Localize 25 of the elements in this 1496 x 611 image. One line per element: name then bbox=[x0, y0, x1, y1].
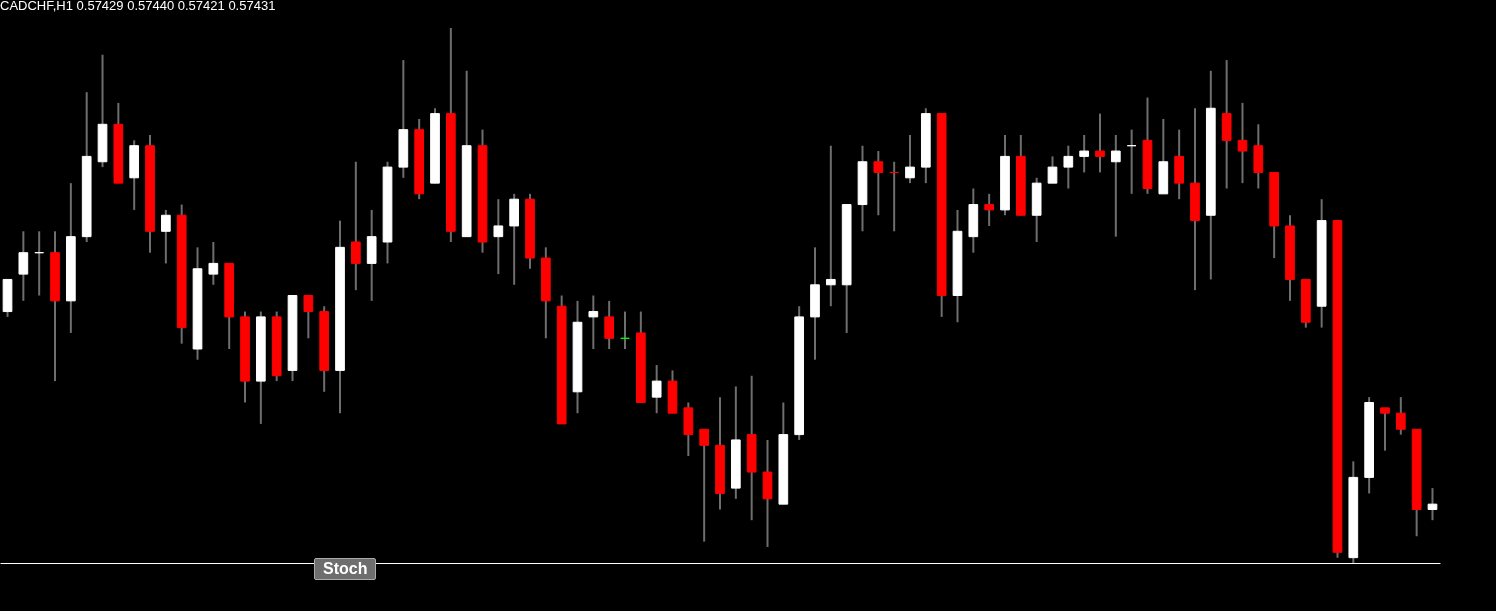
candlestick bbox=[350, 160, 361, 292]
candlestick bbox=[651, 364, 662, 415]
candlestick bbox=[604, 299, 615, 350]
candlestick bbox=[1237, 101, 1248, 185]
candlestick bbox=[588, 294, 599, 350]
candlestick bbox=[1380, 406, 1390, 452]
candlestick bbox=[825, 144, 836, 308]
candlestick bbox=[208, 241, 219, 286]
candlestick bbox=[1047, 155, 1058, 185]
candlestick bbox=[493, 198, 504, 276]
candlestick bbox=[905, 134, 915, 185]
candlestick bbox=[873, 150, 884, 217]
candlestick bbox=[303, 294, 314, 340]
candlestick bbox=[1110, 134, 1121, 238]
chart-title: CADCHF,H1 0.57429 0.57440 0.57421 0.57431 bbox=[0, 0, 276, 13]
candlestick bbox=[18, 230, 29, 302]
candlestick bbox=[1063, 144, 1074, 190]
candlestick bbox=[161, 208, 171, 265]
candlestick bbox=[1079, 134, 1090, 174]
candlestick bbox=[984, 192, 995, 227]
candlestick bbox=[1395, 396, 1406, 436]
candlestick bbox=[699, 428, 710, 543]
candlestick bbox=[1427, 487, 1438, 522]
candlestick bbox=[1095, 112, 1105, 174]
annotation: Stoch bbox=[314, 558, 377, 580]
